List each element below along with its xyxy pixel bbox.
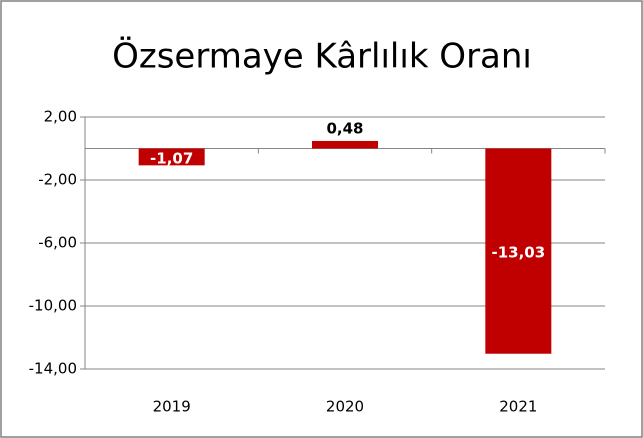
data-label: -13,03	[491, 244, 545, 262]
data-label: 0,48	[326, 119, 363, 137]
x-tick-label: 2019	[153, 398, 191, 416]
bar	[138, 148, 205, 166]
y-tick-label: -14,00	[29, 360, 77, 378]
y-tick-label: -10,00	[29, 297, 77, 315]
y-tick-label: 2,00	[44, 108, 77, 126]
x-tick-label: 2020	[326, 398, 364, 416]
y-tick-label: -6,00	[38, 234, 77, 252]
x-tick-label: 2021	[499, 398, 537, 416]
chart-title: Özsermaye Kârlılık Oranı	[112, 36, 532, 77]
data-label: -1,07	[150, 149, 193, 167]
bar	[312, 140, 378, 149]
y-tick-label: -2,00	[38, 171, 77, 189]
bar	[485, 148, 552, 354]
